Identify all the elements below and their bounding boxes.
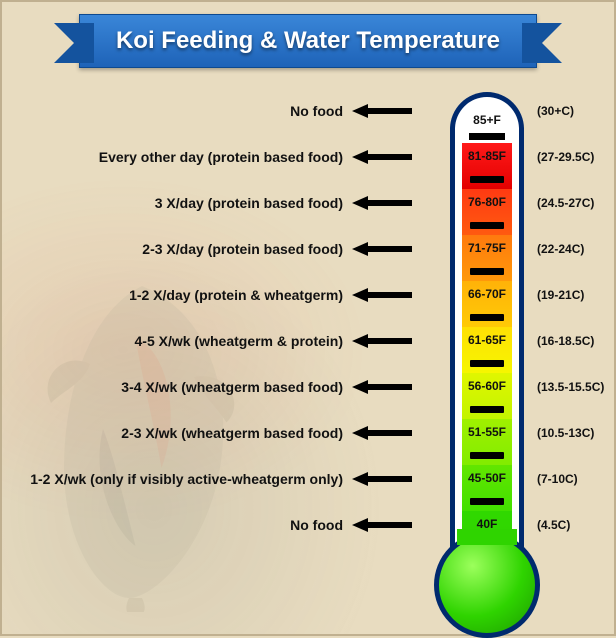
thermometer-tick [470,406,504,413]
thermometer-tick [470,222,504,229]
temp-celsius: (22-24C) [537,242,584,256]
thermometer-segment: 45-50F [462,465,512,511]
thermometer-tick [470,314,504,321]
temp-fahrenheit: 56-60F [462,379,512,393]
feeding-instruction: No food [2,517,347,533]
feeding-instruction: Every other day (protein based food) [2,149,347,165]
temp-fahrenheit: 71-75F [462,241,512,255]
temp-celsius: (7-10C) [537,472,578,486]
thermometer-tick [469,133,505,140]
arrow-left-icon [352,150,412,164]
feeding-instruction: 3 X/day (protein based food) [2,195,347,211]
thermometer-tick [470,268,504,275]
arrow-left-icon [352,472,412,486]
temp-celsius: (24.5-27C) [537,196,594,210]
arrow-left-icon [352,196,412,210]
temp-celsius: (13.5-15.5C) [537,380,604,394]
temp-fahrenheit: 51-55F [462,425,512,439]
feeding-instruction: 4-5 X/wk (wheatgerm & protein) [2,333,347,349]
thermometer-tick [470,498,504,505]
thermometer-tick [470,360,504,367]
temp-celsius: (10.5-13C) [537,426,594,440]
temp-celsius: (19-21C) [537,288,584,302]
temp-fahrenheit: 45-50F [462,471,512,485]
temp-fahrenheit: 85+F [455,113,519,127]
thermometer-segment: 81-85F [462,143,512,189]
arrow-left-icon [352,426,412,440]
temp-fahrenheit: 61-65F [462,333,512,347]
title-banner: Koi Feeding & Water Temperature [2,14,614,68]
feeding-instruction: 1-2 X/wk (only if visibly active-wheatge… [2,471,347,487]
arrow-left-icon [352,288,412,302]
feeding-instruction: No food [2,103,347,119]
feeding-instruction: 2-3 X/wk (wheatgerm based food) [2,425,347,441]
arrow-left-icon [352,518,412,532]
temp-fahrenheit: 66-70F [462,287,512,301]
thermometer-segment: 66-70F [462,281,512,327]
arrow-left-icon [352,242,412,256]
thermometer-segment: 71-75F [462,235,512,281]
thermometer-tick [470,452,504,459]
thermometer-segment: 61-65F [462,327,512,373]
thermometer-segment: 76-80F [462,189,512,235]
feeding-instruction: 2-3 X/day (protein based food) [2,241,347,257]
feeding-instruction: 3-4 X/wk (wheatgerm based food) [2,379,347,395]
thermometer-tube: 81-85F 76-80F 71-75F 66-70F 61-65F 56-60F 51-5… [450,92,524,548]
thermometer-segment: 51-55F [462,419,512,465]
temp-celsius: (27-29.5C) [537,150,594,164]
arrow-left-icon [352,380,412,394]
temp-celsius: (16-18.5C) [537,334,594,348]
thermometer: 81-85F 76-80F 71-75F 66-70F 61-65F 56-60F 51-5… [442,92,532,622]
arrow-left-icon [352,334,412,348]
feeding-instruction: 1-2 X/day (protein & wheatgerm) [2,287,347,303]
thermometer-segment: 56-60F [462,373,512,419]
page-title: Koi Feeding & Water Temperature [79,14,537,68]
thermometer-bulb [434,532,540,638]
temp-fahrenheit: 76-80F [462,195,512,209]
temp-fahrenheit: 81-85F [462,149,512,163]
arrow-left-icon [352,104,412,118]
thermometer-tick [470,176,504,183]
temp-celsius: (4.5C) [537,518,570,532]
temp-celsius: (30+C) [537,104,574,118]
